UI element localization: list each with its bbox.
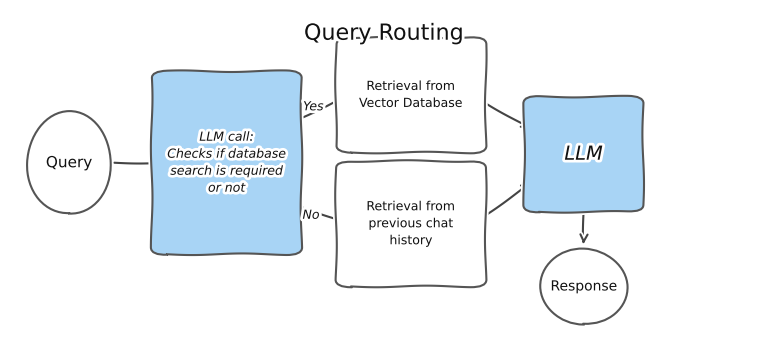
Text: Retrieval from
previous chat
history: Retrieval from previous chat history [366,200,455,247]
Text: Yes: Yes [303,100,323,113]
Text: Query: Query [46,155,92,170]
FancyBboxPatch shape [151,71,301,254]
Text: LLM: LLM [564,145,603,164]
Text: No: No [303,209,319,222]
Text: LLM call:
Checks if database
search is required
or not: LLM call: Checks if database search is r… [167,131,286,195]
Text: Response: Response [551,279,617,294]
FancyBboxPatch shape [336,37,486,153]
Ellipse shape [540,249,628,324]
Ellipse shape [27,112,111,214]
FancyBboxPatch shape [524,97,644,212]
Text: Retrieval from
Vector Database: Retrieval from Vector Database [359,80,463,110]
Text: Query Routing: Query Routing [304,24,464,44]
FancyBboxPatch shape [336,161,486,286]
